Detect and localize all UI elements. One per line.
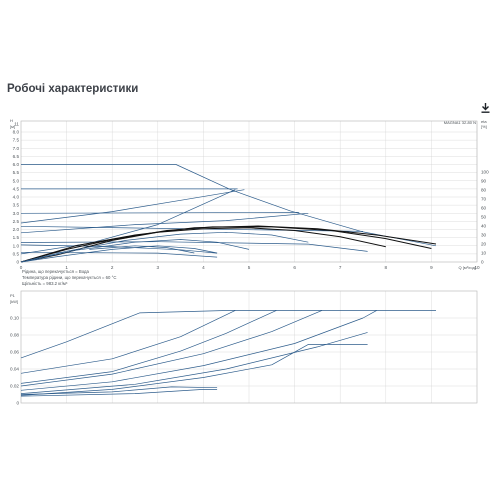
y-axis-label-h: H [10,118,13,123]
x-tick-label: 4 [202,265,205,270]
x-tick-label: 0 [20,265,23,270]
eta-tick-label: 50 [481,215,487,220]
eta-tick-label: 10 [481,251,487,256]
eta-tick-label: 100 [481,170,489,175]
y-tick-label: 4.5 [13,186,20,191]
y-tick-label: 0.08 [10,333,19,338]
y2-axis-label-eta: eta [481,119,487,124]
eta-tick-label: 20 [481,242,487,247]
density-note: Щільність = 983.2 кг/м³ [22,281,68,286]
y-tick-label: 4.0 [13,195,20,200]
x-tick-label: 6 [293,265,296,270]
power-series-2 [20,310,277,384]
power-series-0 [20,310,436,359]
legend-pump-model: MAGNA1 32-80 N [444,120,476,125]
y-axis-label-p1: P1 [10,293,16,298]
y-tick-label: 0 [16,260,19,265]
eta-tick-label: 70 [481,197,487,202]
eta-tick-label: 60 [481,206,487,211]
x-tick-label: 7 [339,265,342,270]
y-tick-label: 11 [14,122,19,127]
y-tick-label: 0.04 [10,367,19,372]
y-tick-label: 1.5 [13,235,20,240]
pump-curve-series-2 [20,212,300,214]
x-tick-label: 1 [65,265,68,270]
power-series-3 [20,310,323,387]
y2-axis-unit-eta: [%] [481,124,487,129]
y-tick-label: 5.0 [13,178,20,183]
power-series-7 [20,386,218,395]
power-chart: 0 0.02 0.04 0.06 0.08 0.10 P1 [kW] [10,290,478,406]
system-curve-series-9 [20,244,218,254]
y-tick-label: 3.0 [13,211,20,216]
efficiency-series-15 [20,245,218,263]
y-tick-label: 1.0 [13,243,20,248]
x-tick-label: 10 [474,265,480,270]
y-tick-label: 2.5 [13,219,20,224]
efficiency-series-14 [20,239,250,263]
pump-curve-series-4 [20,241,368,252]
efficiency-series-16 [89,245,195,254]
power-series-4 [20,310,377,391]
download-icon[interactable] [481,103,490,116]
eta-tick-label: 40 [481,224,487,229]
system-curve-series-8 [20,212,309,234]
efficiency-series-12 [20,225,437,263]
x-tick-label: 8 [385,265,388,270]
page-title: Робочі характеристики [7,83,139,95]
x-tick-label: 3 [157,265,160,270]
y-tick-label: 5.5 [13,170,20,175]
x-axis-label-q: Q [м³/год] [459,265,476,270]
download-arrow-icon [481,103,490,113]
y-tick-label: 8.0 [13,130,20,135]
eta-tick-label: 90 [481,179,487,184]
eta-tick-label: 80 [481,188,487,193]
y-tick-label: 7.0 [13,146,20,151]
y-tick-label: 6.5 [13,154,20,159]
efficiency-series-13 [20,231,309,263]
fluid-note: Рідина, що перекачується = Вода [22,269,89,274]
y-tick-label: 0 [16,401,19,406]
power-series-8 [20,389,218,397]
system-curve-series-6 [20,189,236,255]
system-curve-series-7 [20,189,245,224]
temperature-note: Температура рідини, що перекачується = 6… [22,275,117,280]
x-tick-label: 9 [430,265,433,270]
y-tick-label: 0.06 [10,350,19,355]
y-axis-unit-p1: [kW] [10,299,18,304]
y-tick-label: 7.5 [13,138,20,143]
y-axis-unit-h: [м] [10,124,15,129]
head-efficiency-chart: 0 0.5 1.0 1.5 2.0 2.5 3.0 3.5 4.0 4.5 5.0 5.5 6.0 6.5… [10,118,489,270]
eta-tick-label: 0 [481,260,484,265]
y-tick-label: 0.5 [13,251,20,256]
power-series-6 [20,344,368,396]
y-tick-label: 0.10 [10,316,19,321]
x-tick-label: 5 [248,265,251,270]
y-tick-label: 2.0 [13,227,20,232]
x-tick-label: 2 [111,265,114,270]
power-series-5 [20,332,368,394]
power-series-1 [20,310,236,374]
y-tick-label: 6.0 [13,162,20,167]
y-tick-label: 0.02 [10,384,19,389]
eta-tick-label: 30 [481,233,487,238]
y-tick-label: 3.5 [13,203,20,208]
pump-curve-series-0 [21,164,437,247]
